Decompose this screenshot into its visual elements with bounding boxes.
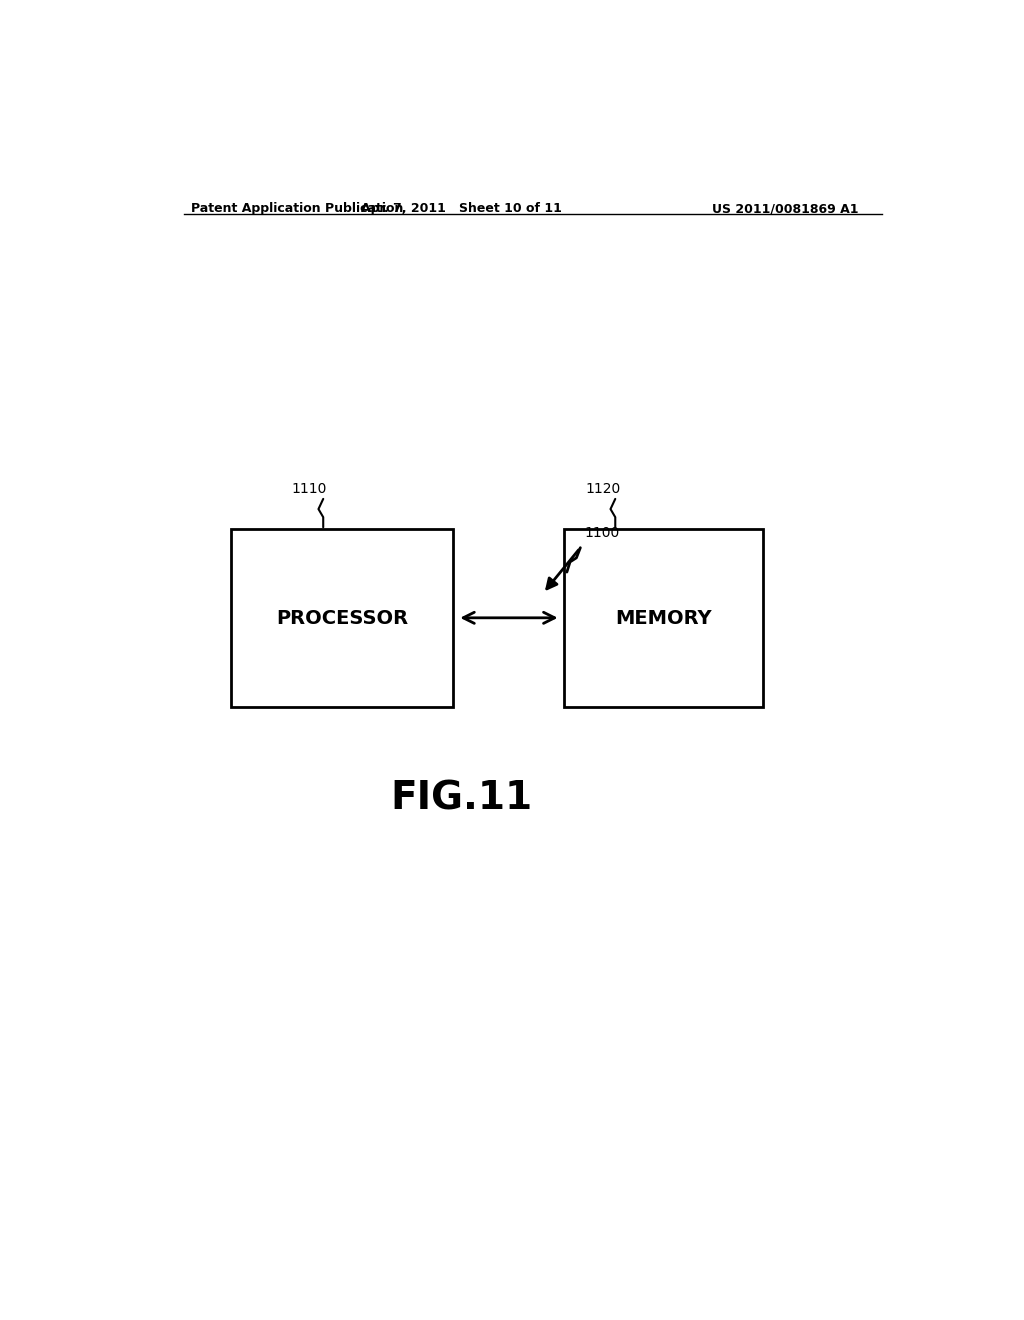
Text: 1110: 1110 bbox=[291, 482, 327, 496]
Text: Apr. 7, 2011   Sheet 10 of 11: Apr. 7, 2011 Sheet 10 of 11 bbox=[360, 202, 562, 215]
Text: 1120: 1120 bbox=[585, 482, 621, 496]
Text: FIG.11: FIG.11 bbox=[390, 780, 532, 817]
Text: 1100: 1100 bbox=[585, 525, 620, 540]
FancyBboxPatch shape bbox=[231, 529, 454, 708]
Text: US 2011/0081869 A1: US 2011/0081869 A1 bbox=[712, 202, 858, 215]
Text: PROCESSOR: PROCESSOR bbox=[276, 609, 409, 628]
FancyBboxPatch shape bbox=[564, 529, 763, 708]
Text: Patent Application Publication: Patent Application Publication bbox=[191, 202, 403, 215]
Text: MEMORY: MEMORY bbox=[615, 609, 712, 628]
